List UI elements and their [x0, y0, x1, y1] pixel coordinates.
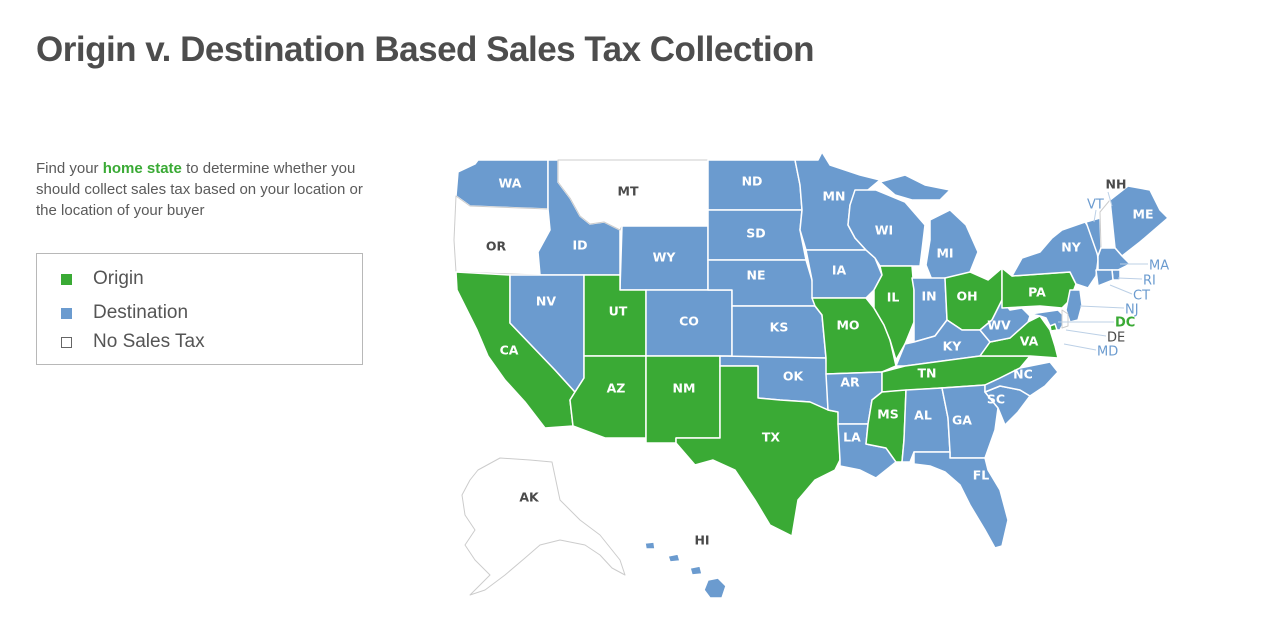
label-ky: KY	[943, 339, 963, 354]
label-co: CO	[679, 314, 699, 329]
label-ms: MS	[877, 407, 898, 422]
state-nc[interactable]	[984, 361, 1059, 397]
label-mi: MI	[936, 246, 953, 261]
state-ct[interactable]	[1095, 269, 1114, 287]
legend-item-no-sales-tax: No Sales Tax	[61, 330, 205, 354]
label-or: OR	[486, 239, 507, 254]
label-az: AZ	[607, 381, 626, 396]
label-ok: OK	[783, 369, 805, 384]
no-tax-swatch-icon	[61, 336, 72, 348]
label-il: IL	[887, 290, 900, 305]
state-sd[interactable]	[707, 209, 807, 261]
intro-after: to determine whether you should collect …	[36, 160, 363, 219]
label-al: AL	[914, 408, 932, 423]
page-title: Origin v. Destination Based Sales Tax Co…	[36, 30, 814, 69]
state-tx[interactable]	[675, 365, 841, 537]
legend: Origin Destination No Sales Tax	[36, 253, 363, 365]
label-nc: NC	[1013, 367, 1033, 382]
label-wy: WY	[653, 250, 677, 265]
state-hi-oahu[interactable]	[667, 553, 681, 563]
label-ut: UT	[609, 304, 628, 319]
label-in: IN	[921, 289, 936, 304]
label-wa: WA	[499, 176, 522, 191]
label-ia: IA	[832, 263, 847, 278]
label-ma: MA	[1149, 259, 1169, 274]
label-tn: TN	[918, 366, 937, 381]
state-labels: WA OR CA ID NV MT WY UT CO AZ NM ND SD N…	[486, 174, 1169, 548]
label-sd: SD	[746, 226, 765, 241]
label-tx: TX	[762, 430, 781, 445]
label-ca: CA	[500, 343, 519, 358]
label-md: MD	[1097, 345, 1118, 360]
state-ak[interactable]	[461, 457, 626, 596]
label-mo: MO	[836, 318, 859, 333]
label-ny: NY	[1061, 240, 1081, 255]
legend-item-origin: Origin	[61, 267, 144, 291]
label-mt: MT	[618, 184, 639, 199]
label-hi: HI	[694, 533, 709, 548]
label-nv: NV	[536, 294, 556, 309]
label-ak: AK	[519, 490, 540, 505]
legend-label: No Sales Tax	[93, 331, 205, 352]
label-id: ID	[572, 238, 587, 253]
label-oh: OH	[956, 289, 977, 304]
origin-swatch-icon	[61, 273, 72, 285]
label-sc: SC	[987, 392, 1005, 407]
label-wi: WI	[875, 223, 893, 238]
state-ms[interactable]	[865, 389, 907, 463]
legend-item-destination: Destination	[61, 301, 188, 325]
label-pa: PA	[1028, 285, 1046, 300]
label-ga: GA	[952, 413, 972, 428]
state-al[interactable]	[901, 387, 951, 463]
label-mn: MN	[823, 189, 846, 204]
state-mo[interactable]	[811, 297, 897, 375]
state-fl[interactable]	[913, 451, 1009, 549]
state-hi-maui[interactable]	[689, 565, 703, 576]
state-dc[interactable]	[1049, 323, 1058, 332]
label-nd: ND	[742, 174, 763, 189]
leader-lines	[1058, 191, 1148, 351]
state-mi-upper[interactable]	[879, 174, 951, 201]
label-ar: AR	[840, 375, 860, 390]
label-ks: KS	[770, 320, 789, 335]
label-dc: DC	[1115, 316, 1135, 331]
state-nm[interactable]	[645, 355, 721, 444]
label-me: ME	[1133, 207, 1154, 222]
label-fl: FL	[973, 468, 990, 483]
label-nj: NJ	[1125, 303, 1139, 318]
state-nj[interactable]	[1065, 289, 1083, 323]
intro-before: Find your	[36, 160, 103, 177]
label-ri: RI	[1143, 274, 1156, 289]
label-nm: NM	[673, 381, 696, 396]
label-wv: WV	[987, 318, 1011, 333]
label-nh: NH	[1106, 177, 1127, 192]
label-va: VA	[1020, 334, 1039, 349]
legend-label: Destination	[93, 302, 189, 323]
legend-label: Origin	[93, 268, 144, 289]
state-wv[interactable]	[979, 299, 1031, 343]
intro-text: Find your home state to determine whethe…	[36, 158, 376, 221]
intro-highlight: home state	[102, 160, 182, 177]
state-hi-kauai[interactable]	[644, 541, 656, 550]
state-hi[interactable]	[703, 577, 727, 599]
label-vt: VT	[1087, 198, 1104, 213]
label-de: DE	[1107, 331, 1125, 346]
label-ne: NE	[746, 268, 765, 283]
destination-swatch-icon	[61, 307, 72, 319]
label-la: LA	[843, 430, 861, 445]
label-ct: CT	[1133, 289, 1150, 304]
